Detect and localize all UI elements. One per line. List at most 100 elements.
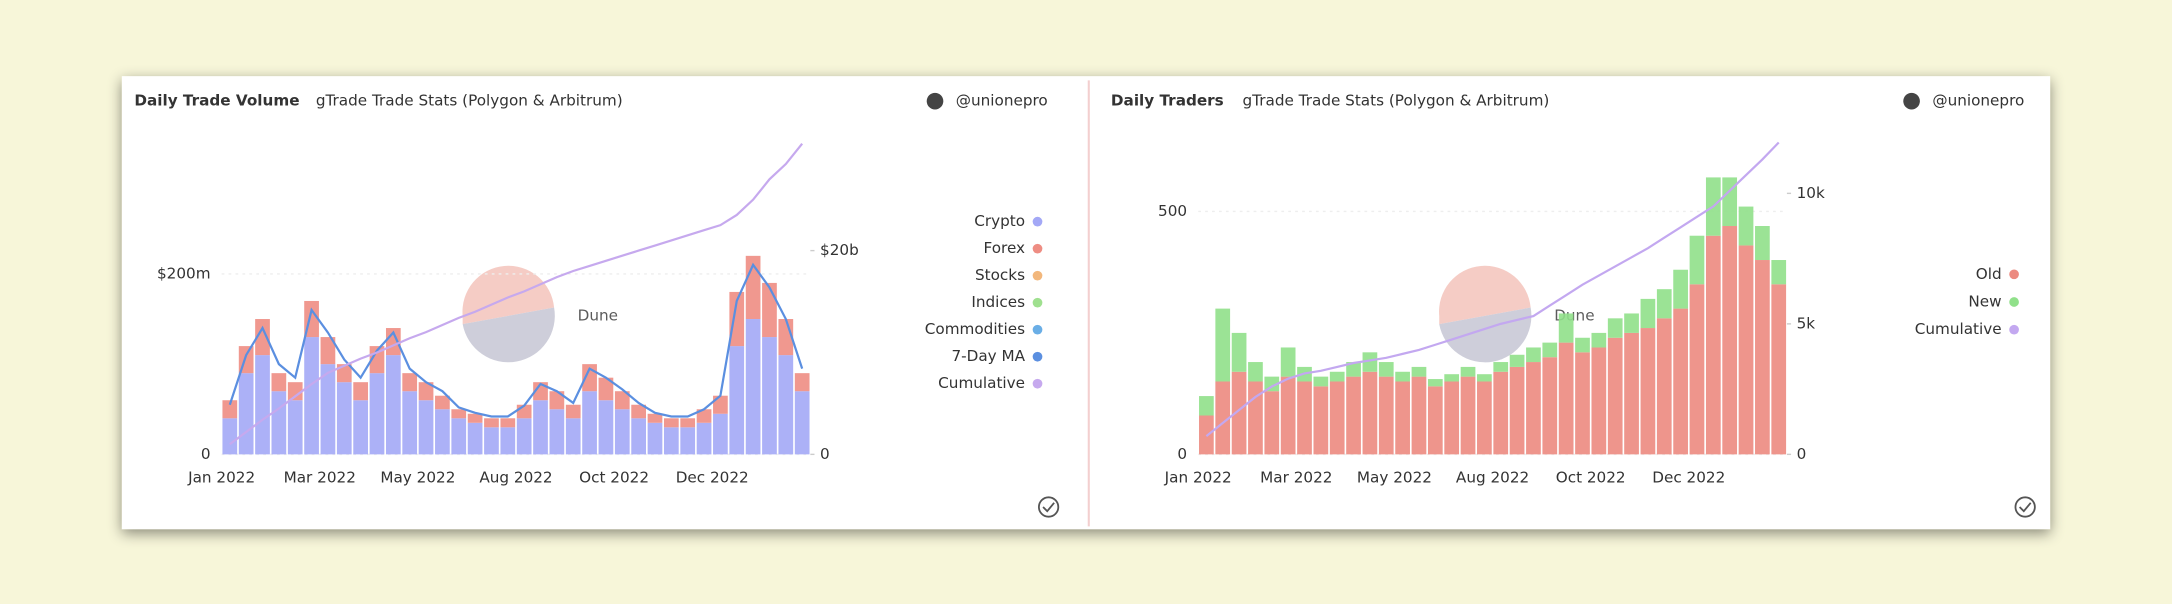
- legend-label: Old: [1976, 265, 2002, 283]
- chart-subtitle: gTrade Trade Stats (Polygon & Arbitrum): [316, 92, 623, 110]
- watermark-logo: [1439, 265, 1531, 325]
- bar: [271, 373, 287, 392]
- legend-swatch: [2009, 297, 2019, 307]
- bar: [663, 418, 679, 428]
- bar: [680, 418, 696, 428]
- legend-swatch: [1032, 270, 1043, 281]
- bar: [680, 427, 696, 455]
- bar: [631, 404, 646, 419]
- bar: [1755, 226, 1770, 261]
- bar: [631, 418, 646, 455]
- x-tick-label: Oct 2022: [579, 468, 649, 486]
- x-tick-label: Jan 2022: [1164, 468, 1232, 486]
- bar: [402, 373, 418, 392]
- bar: [1738, 206, 1754, 246]
- x-tick-label: Dec 2022: [676, 468, 749, 486]
- bar: [647, 413, 663, 423]
- bar: [1378, 376, 1394, 455]
- bar: [467, 413, 483, 423]
- bar: [1591, 347, 1607, 455]
- bar: [500, 418, 516, 428]
- bar: [1755, 260, 1770, 455]
- bar: [304, 337, 319, 455]
- bar: [1542, 342, 1558, 358]
- bar: [353, 400, 368, 455]
- bar: [287, 400, 303, 455]
- bar: [484, 418, 499, 428]
- bar: [729, 291, 745, 347]
- legend-label: Cumulative: [1915, 320, 2002, 338]
- bar: [1460, 366, 1476, 377]
- bar: [582, 391, 597, 455]
- bar: [1362, 371, 1378, 455]
- bar: [271, 391, 287, 455]
- author-avatar: [1903, 92, 1920, 110]
- bar: [1673, 269, 1688, 309]
- bar: [1656, 318, 1672, 455]
- bar: [1231, 332, 1247, 372]
- bar: [614, 409, 630, 455]
- bar: [1558, 342, 1574, 455]
- bar: [1280, 347, 1296, 377]
- chart-title: Daily Traders: [1111, 92, 1224, 110]
- bar: [1575, 352, 1590, 455]
- y2-tick-label: $20b: [820, 241, 859, 259]
- bar: [435, 395, 450, 410]
- legend-swatch: [2009, 269, 2019, 280]
- check-icon: [2014, 496, 2036, 518]
- bar: [467, 422, 483, 455]
- bar: [794, 391, 810, 455]
- bar: [1624, 313, 1639, 333]
- bar: [1493, 371, 1509, 455]
- legend-label: 7-Day MA: [951, 347, 1025, 365]
- bar: [1215, 308, 1231, 382]
- bar: [713, 413, 728, 455]
- bar: [385, 355, 401, 455]
- bar: [794, 373, 810, 392]
- bar: [647, 422, 663, 455]
- author-avatar: [926, 92, 944, 110]
- bar: [1575, 337, 1590, 353]
- line: [229, 142, 804, 446]
- bar: [762, 282, 777, 338]
- y-tick-label: 0: [201, 445, 211, 463]
- y-tick-label: $200m: [157, 264, 211, 282]
- watermark: Dune: [578, 306, 618, 324]
- bar: [1640, 298, 1656, 329]
- bar: [1558, 313, 1574, 343]
- bar: [1329, 371, 1345, 382]
- bar: [451, 418, 467, 455]
- bar: [1477, 381, 1492, 455]
- bar: [1526, 347, 1541, 363]
- bar: [663, 427, 679, 455]
- bar: [1771, 260, 1787, 285]
- bar: [451, 409, 467, 419]
- legend-label: New: [1968, 293, 2001, 311]
- legend-swatch: [1032, 324, 1043, 335]
- legend-label: Commodities: [925, 320, 1025, 338]
- bar: [418, 382, 434, 401]
- bar: [1624, 332, 1639, 455]
- line: [1205, 141, 1780, 437]
- bar: [353, 382, 368, 401]
- y2-tick-label: 0: [1797, 445, 1807, 463]
- legend-swatch: [1032, 378, 1043, 389]
- bar: [696, 422, 712, 455]
- check-icon: [1038, 496, 1060, 518]
- bar: [565, 418, 581, 455]
- bar: [484, 427, 499, 455]
- bar: [369, 373, 385, 455]
- bar: [516, 418, 532, 455]
- bar: [1411, 366, 1427, 377]
- bar: [255, 355, 270, 455]
- bar: [385, 328, 401, 356]
- bar: [1362, 352, 1378, 372]
- bar: [549, 409, 565, 455]
- y2-tick-label: 0: [820, 445, 830, 463]
- bar: [1395, 381, 1410, 455]
- bar: [1509, 366, 1525, 455]
- bar: [1673, 308, 1688, 455]
- bar: [1329, 381, 1345, 455]
- chart-subtitle: gTrade Trade Stats (Polygon & Arbitrum): [1243, 92, 1550, 110]
